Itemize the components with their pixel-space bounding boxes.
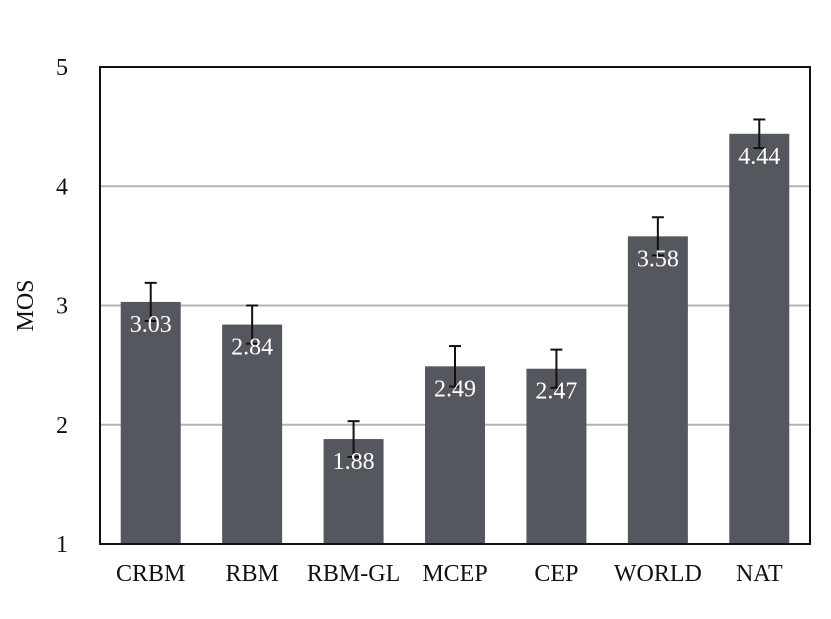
error-bar-nat — [753, 118, 766, 150]
error-bar-cep — [550, 348, 563, 389]
error-bar-crbm — [144, 281, 157, 323]
y-tick-labels: 1 2 3 4 5 — [56, 55, 68, 558]
y-tick-label: 5 — [56, 55, 68, 81]
error-bar-mcep — [449, 345, 461, 388]
x-tick-label-mcep: MCEP — [422, 561, 487, 587]
error-bars — [144, 118, 766, 458]
bars — [120, 133, 790, 544]
bar-crbm — [120, 301, 181, 544]
x-tick-label-cep: CEP — [534, 561, 578, 587]
data-label-rbm-gl: 1.88 — [333, 449, 375, 475]
data-label-mcep: 2.49 — [434, 376, 476, 402]
y-tick-label: 4 — [56, 174, 68, 200]
data-label-crbm: 3.03 — [130, 312, 172, 338]
x-tick-label-crbm: CRBM — [116, 561, 185, 587]
data-label-rbm: 2.84 — [231, 335, 273, 361]
bar-mcep — [425, 366, 485, 544]
error-bar-rbm — [246, 304, 259, 345]
y-tick-label: 2 — [56, 413, 68, 439]
data-label-cep: 2.47 — [535, 379, 577, 405]
bar-rbm — [222, 324, 283, 544]
y-tick-label: 1 — [56, 532, 68, 558]
bar-world — [627, 236, 688, 544]
y-axis-label: MOS — [13, 279, 39, 331]
x-tick-label-rbm-gl: RBM-GL — [307, 561, 400, 587]
data-labels: 3.03 2.84 1.88 2.49 2.47 3.58 4.44 — [130, 144, 781, 475]
data-label-world: 3.58 — [637, 246, 679, 272]
y-tick-label: 3 — [56, 294, 68, 320]
x-tick-labels: CRBM RBM RBM-GL MCEP CEP WORLD NAT — [116, 561, 783, 587]
data-label-nat: 4.44 — [738, 144, 780, 170]
error-bar-world — [651, 216, 664, 257]
x-tick-label-world: WORLD — [614, 561, 702, 587]
x-tick-label-rbm: RBM — [225, 561, 278, 587]
bar-cep — [526, 368, 587, 544]
bar-nat — [729, 133, 790, 544]
error-bar-rbm-gl — [347, 420, 360, 458]
plot-frame — [99, 66, 811, 545]
x-tick-label-nat: NAT — [736, 561, 783, 587]
